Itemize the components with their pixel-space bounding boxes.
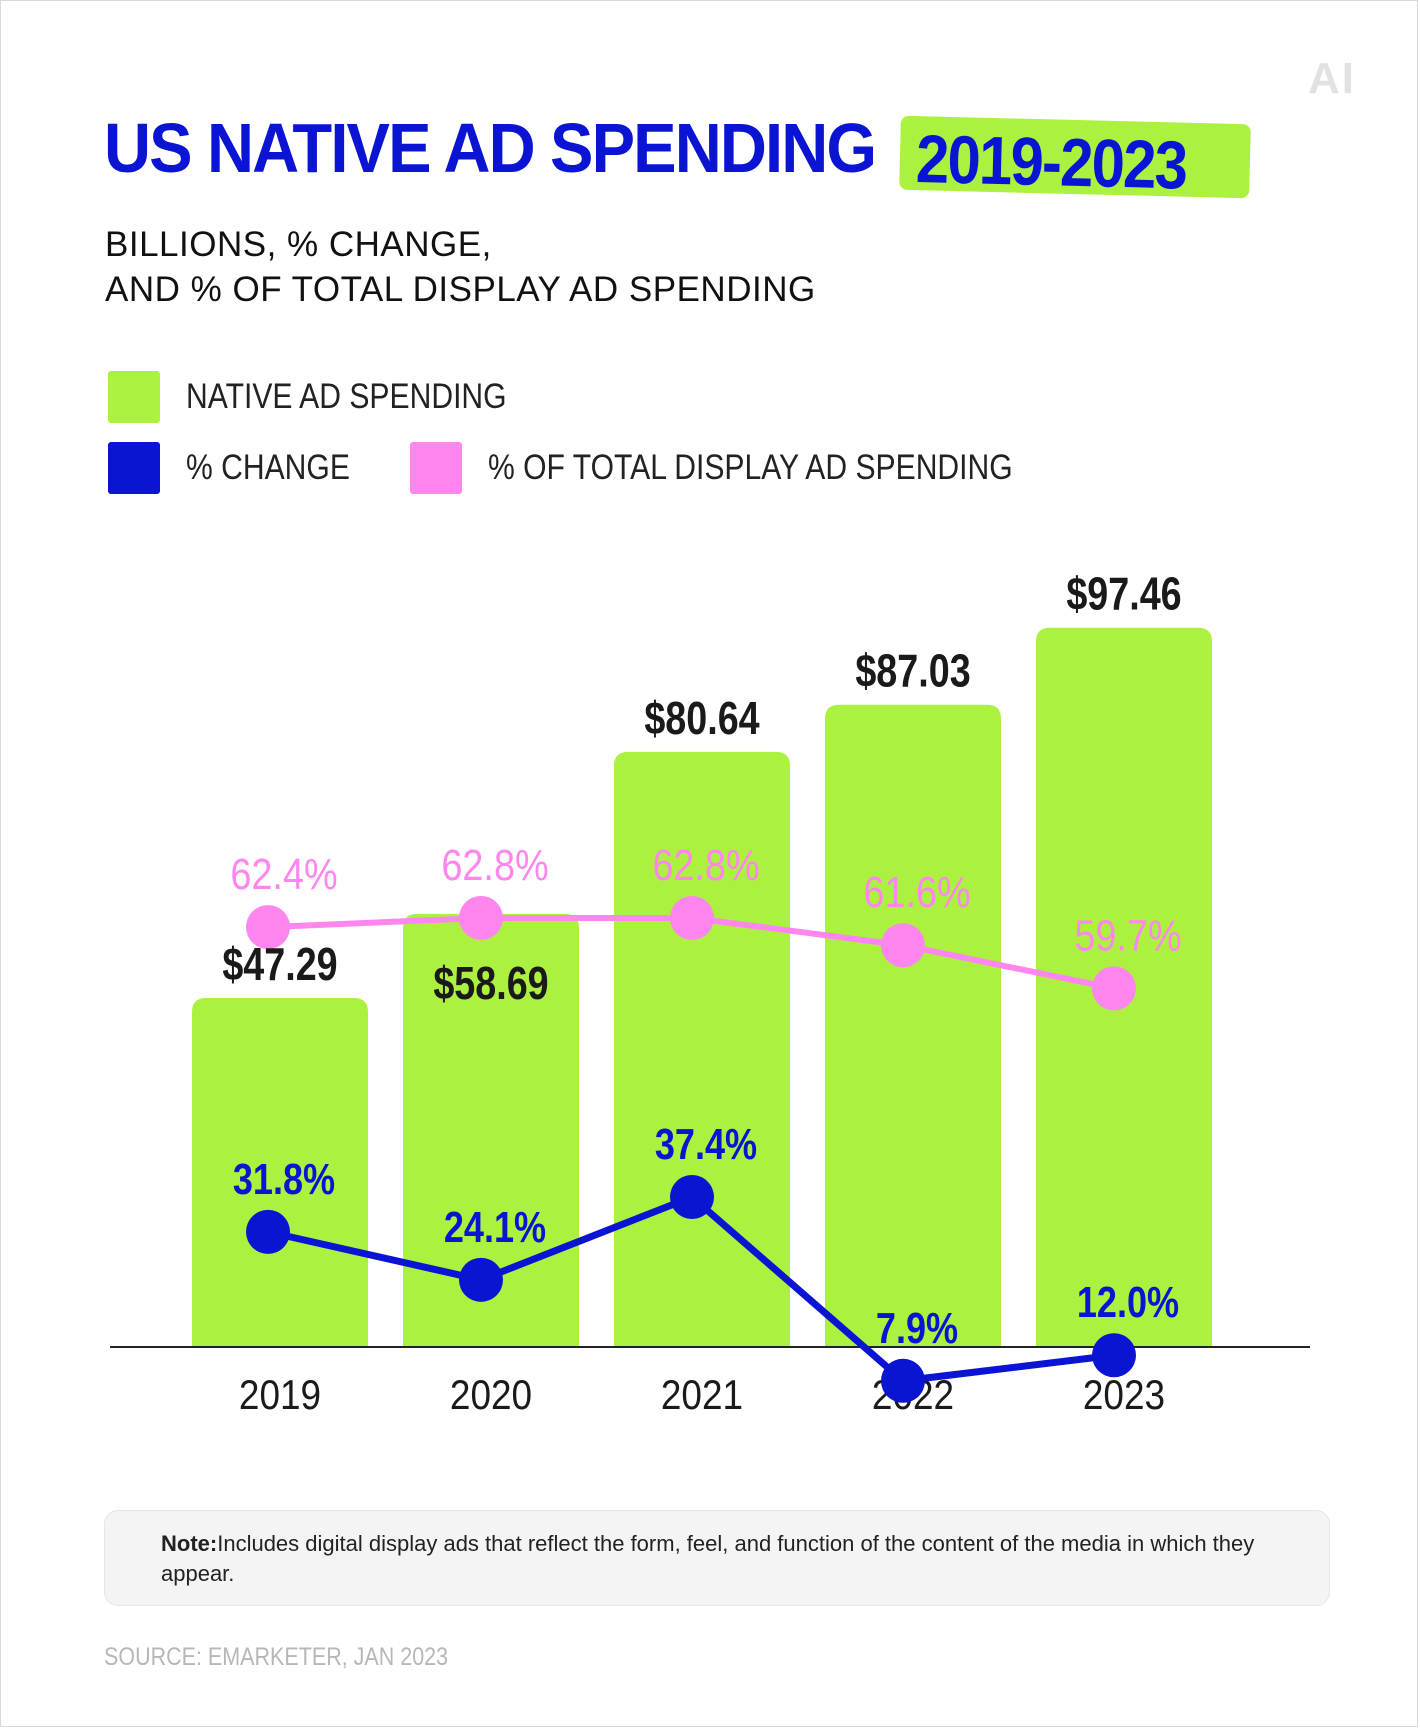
- change-label-2022: 7.9%: [876, 1303, 958, 1352]
- share-point-2021: [670, 896, 714, 940]
- bar-value-label-2022: $87.03: [855, 645, 970, 696]
- x-tick-label-2021: 2021: [661, 1372, 743, 1419]
- subtitle-line-2: AND % OF TOTAL DISPLAY AD SPENDING: [105, 270, 816, 309]
- combo-chart: 2019202020212022202362.4%62.8%62.8%61.6%…: [110, 568, 1310, 1419]
- share-point-2019: [246, 905, 290, 950]
- brand-logo: AI: [1308, 54, 1356, 103]
- legend-swatch-native: [108, 371, 160, 423]
- change-point-2022: [881, 1358, 925, 1403]
- legend-swatch-share: [410, 442, 462, 494]
- title-years: 2019-2023: [915, 121, 1188, 204]
- source-text: SOURCE: EMARKETER, JAN 2023: [104, 1643, 449, 1671]
- note-text: Includes digital display ads that reflec…: [161, 1531, 1255, 1586]
- x-tick-label-2020: 2020: [450, 1372, 532, 1419]
- legend-item-share: % OF TOTAL DISPLAY AD SPENDING: [410, 442, 1098, 494]
- bar-value-label-2019: $47.29: [222, 938, 337, 989]
- share-label-2023: 59.7%: [1074, 911, 1181, 960]
- bar-2020: [403, 913, 579, 1347]
- change-label-2020: 24.1%: [444, 1202, 546, 1251]
- change-point-2019: [246, 1209, 290, 1254]
- change-label-2021: 37.4%: [655, 1120, 757, 1169]
- legend-label-share: % OF TOTAL DISPLAY AD SPENDING: [488, 448, 1013, 487]
- note-box: Note:Includes digital display ads that r…: [104, 1510, 1330, 1606]
- x-tick-label-2019: 2019: [239, 1372, 321, 1419]
- legend-label-native: NATIVE AD SPENDING: [186, 377, 507, 416]
- bar-2022: [825, 704, 1001, 1347]
- subtitle: BILLIONS, % CHANGE, AND % OF TOTAL DISPL…: [105, 222, 816, 312]
- note-label: Note:: [161, 1531, 218, 1556]
- change-point-2020: [459, 1257, 503, 1302]
- share-point-2020: [459, 896, 503, 940]
- share-label-2019: 62.4%: [230, 849, 337, 898]
- bar-value-label-2021: $80.64: [644, 692, 760, 743]
- change-point-2023: [1092, 1333, 1136, 1378]
- change-label-2019: 31.8%: [233, 1155, 335, 1204]
- change-label-2023: 12.0%: [1077, 1278, 1179, 1327]
- change-point-2021: [670, 1174, 714, 1219]
- legend-item-native: NATIVE AD SPENDING: [108, 371, 559, 423]
- legend-label-change: % CHANGE: [186, 448, 350, 487]
- share-label-2022: 61.6%: [863, 868, 970, 917]
- subtitle-line-1: BILLIONS, % CHANGE,: [105, 225, 492, 264]
- bar-2019: [192, 997, 368, 1347]
- bar-value-label-2020: $58.69: [433, 957, 548, 1008]
- share-point-2023: [1092, 966, 1136, 1011]
- legend-item-change: % CHANGE: [108, 442, 377, 494]
- bar-value-label-2023: $97.46: [1066, 568, 1181, 619]
- bar-2021: [614, 751, 790, 1347]
- x-tick-label-2023: 2023: [1083, 1372, 1165, 1419]
- legend-swatch-change: [108, 442, 160, 494]
- share-label-2020: 62.8%: [441, 840, 548, 889]
- share-point-2022: [881, 923, 925, 968]
- share-label-2021: 62.8%: [652, 840, 759, 889]
- page-title: US NATIVE AD SPENDING: [104, 109, 877, 187]
